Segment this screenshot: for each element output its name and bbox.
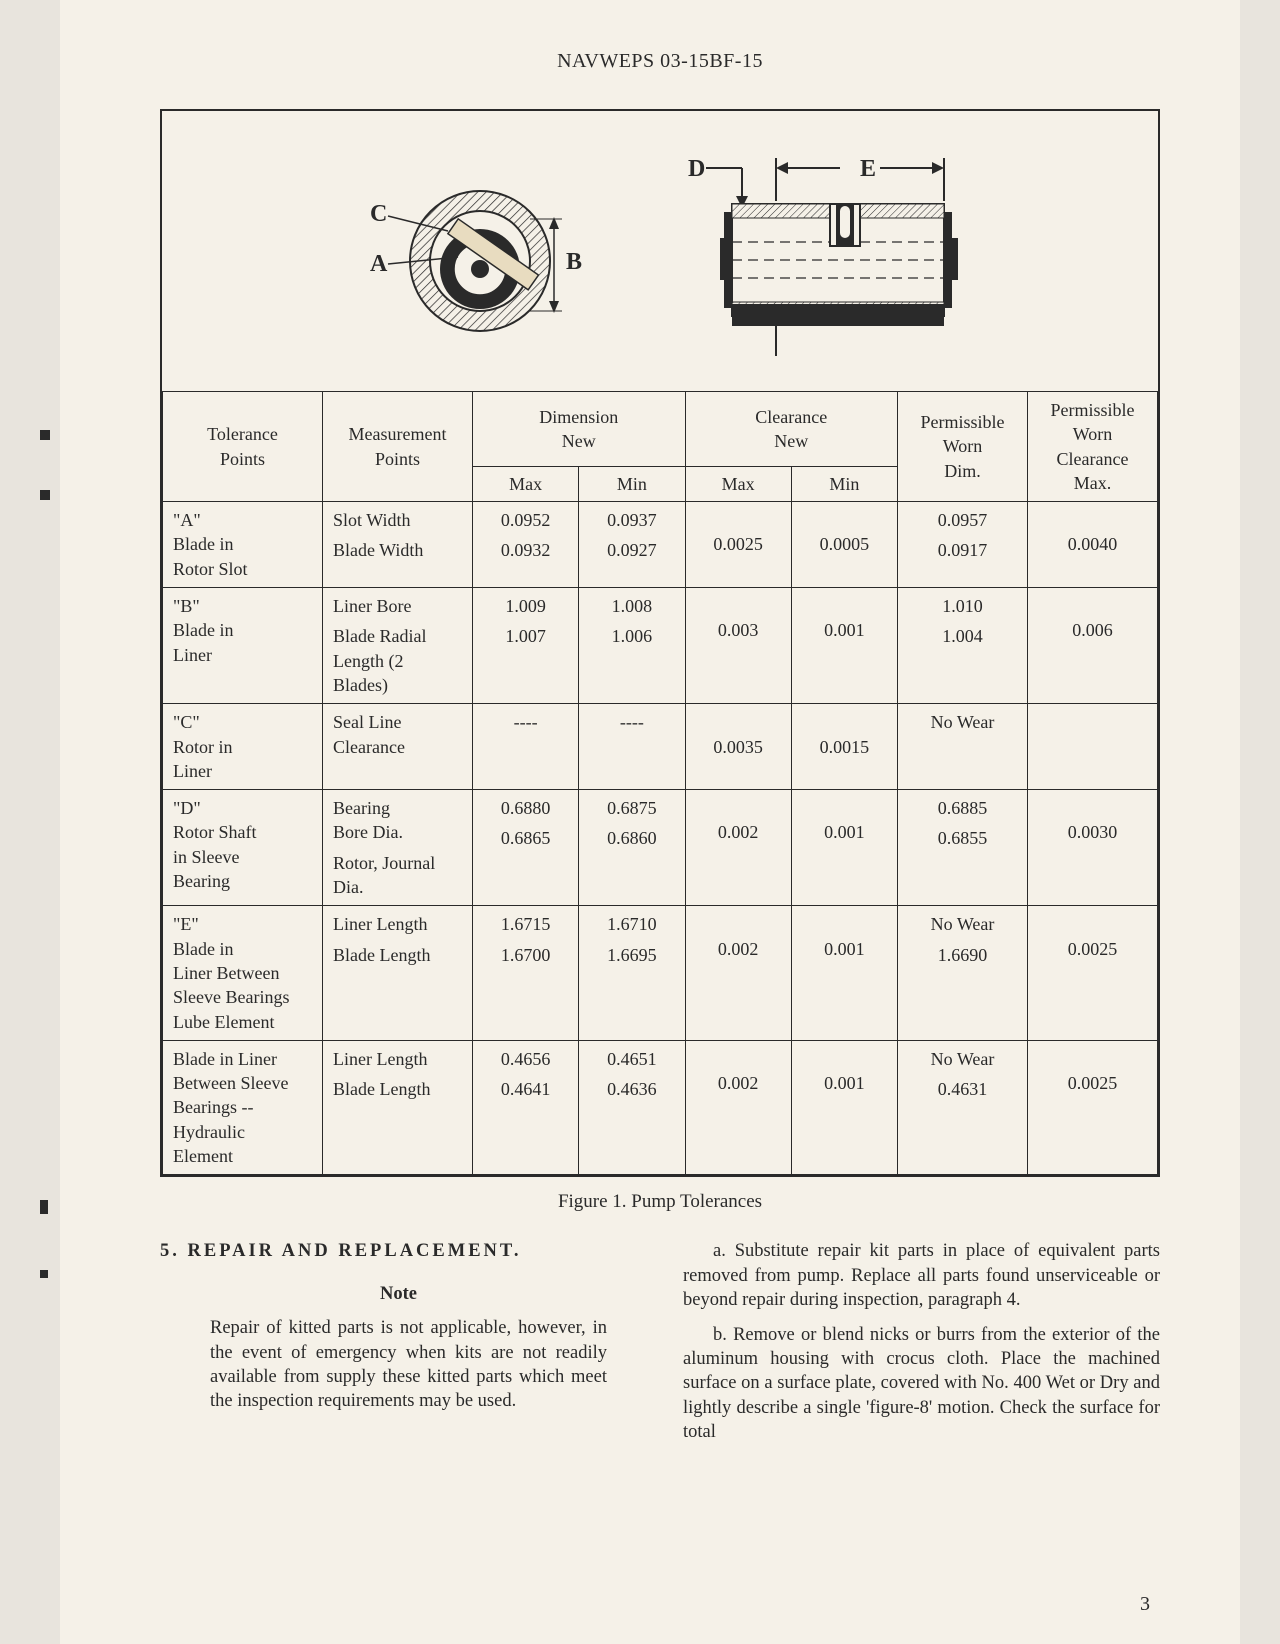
- table-cell: 0.0035: [685, 704, 791, 790]
- page-number: 3: [1140, 1593, 1150, 1616]
- pump-end-view-diagram: C A B: [330, 161, 590, 351]
- diagram-label-d: D: [688, 156, 705, 182]
- table-row: "B"Blade inLinerLiner BoreBlade RadialLe…: [163, 588, 1158, 704]
- table-cell: Liner BoreBlade RadialLength (2Blades): [323, 588, 473, 704]
- table-cell: "A"Blade inRotor Slot: [163, 502, 323, 588]
- table-cell: 0.001: [791, 588, 897, 704]
- edge-mark: [40, 490, 50, 500]
- diagram-label-b: B: [566, 249, 582, 275]
- table-cell: 0.0015: [791, 704, 897, 790]
- table-cell: 0.003: [685, 588, 791, 704]
- table-cell: 0.002: [685, 1040, 791, 1174]
- diagram-label-a: A: [370, 251, 388, 277]
- table-cell: "D"Rotor Shaftin SleeveBearing: [163, 790, 323, 906]
- page: NAVWEPS 03-15BF-15: [60, 0, 1240, 1644]
- table-cell: No Wear: [898, 704, 1028, 790]
- pump-side-view-diagram: D E: [670, 146, 990, 366]
- note-heading: Note: [160, 1282, 637, 1306]
- figure-1-box: C A B D: [160, 109, 1160, 1177]
- table-cell: BearingBore Dia.Rotor, JournalDia.: [323, 790, 473, 906]
- table-cell: Blade in LinerBetween SleeveBearings --H…: [163, 1040, 323, 1174]
- col-worn-dim: PermissibleWornDim.: [898, 392, 1028, 502]
- table-row: "E"Blade inLiner BetweenSleeve BearingsL…: [163, 906, 1158, 1040]
- table-cell: 0.09570.0917: [898, 502, 1028, 588]
- table-cell: 0.46560.4641: [473, 1040, 579, 1174]
- diagram-label-e: E: [860, 156, 876, 182]
- table-cell: 0.001: [791, 906, 897, 1040]
- col-worn-clr: PermissibleWornClearanceMax.: [1028, 392, 1158, 502]
- table-cell: 0.006: [1028, 588, 1158, 704]
- document-header: NAVWEPS 03-15BF-15: [160, 50, 1160, 73]
- table-cell: 1.67101.6695: [579, 906, 685, 1040]
- table-cell: 1.0081.006: [579, 588, 685, 704]
- col-clearance: ClearanceNew: [685, 392, 898, 467]
- table-cell: 0.001: [791, 790, 897, 906]
- table-cell: "C"Rotor inLiner: [163, 704, 323, 790]
- col-clr-min: Min: [791, 466, 897, 502]
- figure-caption: Figure 1. Pump Tolerances: [160, 1191, 1160, 1213]
- table-cell: Seal LineClearance: [323, 704, 473, 790]
- diagram-label-c: C: [370, 201, 387, 227]
- table-cell: 1.67151.6700: [473, 906, 579, 1040]
- paragraph-b: b. Remove or blend nicks or burrs from t…: [683, 1323, 1160, 1445]
- edge-mark: [40, 1270, 48, 1278]
- table-cell: 0.68750.6860: [579, 790, 685, 906]
- table-cell: 0.46510.4636: [579, 1040, 685, 1174]
- table-row: "C"Rotor inLinerSeal LineClearance------…: [163, 704, 1158, 790]
- table-cell: "E"Blade inLiner BetweenSleeve BearingsL…: [163, 906, 323, 1040]
- table-cell: No Wear0.4631: [898, 1040, 1028, 1174]
- table-cell: 1.0101.004: [898, 588, 1028, 704]
- table-cell: Liner LengthBlade Length: [323, 906, 473, 1040]
- table-cell: 0.0025: [1028, 1040, 1158, 1174]
- table-cell: 0.002: [685, 790, 791, 906]
- table-cell: 0.0025: [1028, 906, 1158, 1040]
- table-cell: 0.0005: [791, 502, 897, 588]
- note-body: Repair of kitted parts is not applicable…: [210, 1316, 607, 1414]
- right-column: a. Substitute repair kit parts in place …: [683, 1239, 1160, 1454]
- col-tolerance: TolerancePoints: [163, 392, 323, 502]
- table-cell: ----: [579, 704, 685, 790]
- table-cell: Slot WidthBlade Width: [323, 502, 473, 588]
- col-dim-min: Min: [579, 466, 685, 502]
- paragraph-a: a. Substitute repair kit parts in place …: [683, 1239, 1160, 1312]
- table-row: Blade in LinerBetween SleeveBearings --H…: [163, 1040, 1158, 1174]
- table-cell: 0.0030: [1028, 790, 1158, 906]
- col-clr-max: Max: [685, 466, 791, 502]
- edge-mark: [40, 1200, 48, 1214]
- section-heading: 5. REPAIR AND REPLACEMENT.: [160, 1239, 637, 1263]
- table-cell: No Wear1.6690: [898, 906, 1028, 1040]
- table-cell: 0.002: [685, 906, 791, 1040]
- table-cell: ----: [473, 704, 579, 790]
- tolerance-table: TolerancePoints MeasurementPoints Dimens…: [162, 391, 1158, 1175]
- table-cell: 1.0091.007: [473, 588, 579, 704]
- table-cell: 0.001: [791, 1040, 897, 1174]
- table-cell: 0.0040: [1028, 502, 1158, 588]
- table-cell: 0.68850.6855: [898, 790, 1028, 906]
- left-column: 5. REPAIR AND REPLACEMENT. Note Repair o…: [160, 1239, 637, 1454]
- table-row: "D"Rotor Shaftin SleeveBearingBearingBor…: [163, 790, 1158, 906]
- col-measurement: MeasurementPoints: [323, 392, 473, 502]
- table-row: "A"Blade inRotor SlotSlot WidthBlade Wid…: [163, 502, 1158, 588]
- table-cell: [1028, 704, 1158, 790]
- table-cell: 0.09370.0927: [579, 502, 685, 588]
- col-dimension: DimensionNew: [473, 392, 686, 467]
- col-dim-max: Max: [473, 466, 579, 502]
- table-cell: 0.09520.0932: [473, 502, 579, 588]
- table-cell: 0.68800.6865: [473, 790, 579, 906]
- table-cell: "B"Blade inLiner: [163, 588, 323, 704]
- edge-mark: [40, 430, 50, 440]
- table-cell: 0.0025: [685, 502, 791, 588]
- body-text-columns: 5. REPAIR AND REPLACEMENT. Note Repair o…: [160, 1239, 1160, 1454]
- diagram-zone: C A B D: [162, 111, 1158, 391]
- table-cell: Liner LengthBlade Length: [323, 1040, 473, 1174]
